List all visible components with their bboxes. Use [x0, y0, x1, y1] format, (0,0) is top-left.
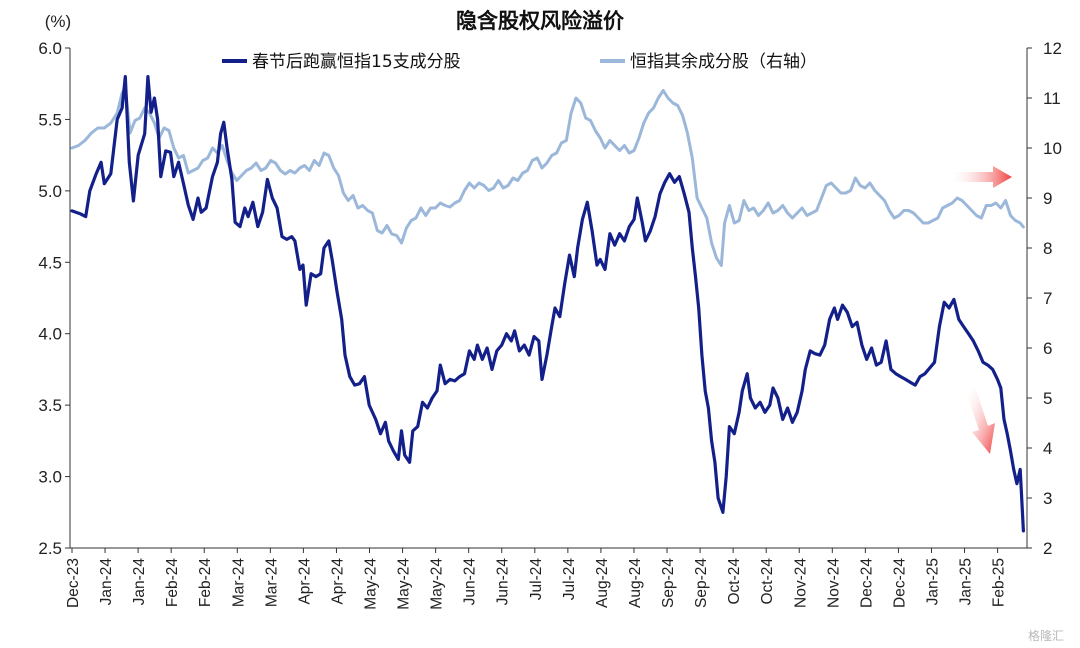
- down-arrow-annotation: [966, 387, 995, 454]
- right-tick-label: 8: [1043, 239, 1052, 258]
- x-tick-label: Nov-24: [825, 558, 842, 608]
- x-tick-label: Oct-24: [726, 558, 743, 605]
- left-tick-label: 4.5: [38, 253, 62, 272]
- chart-title: 隐含股权风险溢价: [456, 9, 625, 33]
- right-tick-label: 4: [1043, 439, 1052, 458]
- x-tick-label: Jan-25: [958, 558, 975, 605]
- x-tick-label: Apr-24: [296, 558, 313, 605]
- series-layer: [70, 75, 1025, 533]
- legend-label-series-2: 恒指其余成分股（右轴）: [630, 52, 817, 72]
- x-tick-label: Feb-24: [197, 558, 214, 607]
- x-tick-label: Aug-24: [627, 558, 644, 608]
- x-tick-label: Apr-24: [329, 558, 346, 605]
- x-tick-label: Dec-23: [65, 558, 82, 608]
- left-tick-label: 6.0: [38, 39, 62, 58]
- x-tick-label: Dec-24: [891, 558, 908, 608]
- x-tick-label: Aug-24: [594, 558, 611, 608]
- x-tick-label: Sep-24: [693, 558, 710, 608]
- left-tick-label: 3.5: [38, 396, 62, 415]
- x-tick-label: Jul-24: [561, 558, 578, 601]
- right-tick-label: 7: [1043, 289, 1052, 308]
- annotation-arrows: [948, 166, 1012, 454]
- right-tick-label: 5: [1043, 389, 1052, 408]
- right-tick-label: 6: [1043, 339, 1052, 358]
- x-tick-label: Oct-24: [759, 558, 776, 605]
- x-tick-label: Mar-24: [263, 558, 280, 607]
- x-tick-label: Jun-24: [462, 558, 479, 606]
- right-tick-label: 3: [1043, 489, 1052, 508]
- left-tick-label: 3.0: [38, 468, 62, 487]
- x-tick-label: Jan-24: [98, 558, 115, 606]
- legend-label-series-1: 春节后跑赢恒指15支成分股: [252, 52, 461, 72]
- x-tick-label: May-24: [429, 558, 446, 610]
- x-tick-label: May-24: [363, 558, 380, 610]
- x-tick-label: Jul-24: [528, 558, 545, 601]
- right-arrow-annotation: [948, 166, 1012, 188]
- series-line-1: [70, 75, 1025, 533]
- x-tick-label: Dec-24: [858, 558, 875, 608]
- x-tick-label: May-24: [396, 558, 413, 610]
- right-tick-label: 9: [1043, 189, 1052, 208]
- left-axis-ticks: 6.0 5.5 5.0 4.5 4.0 3.5 3.0 2.5: [38, 39, 70, 558]
- x-tick-label: Jan-25: [924, 558, 941, 605]
- right-tick-label: 11: [1043, 89, 1061, 108]
- legend: 春节后跑赢恒指15支成分股 恒指其余成分股（右轴）: [222, 52, 817, 72]
- right-axis-ticks: 12 11 10 9 8 7 6 5 4 3 2: [1027, 39, 1062, 558]
- right-tick-label: 12: [1043, 39, 1062, 58]
- left-tick-label: 2.5: [38, 539, 62, 558]
- x-tick-label: Feb-25: [991, 558, 1008, 607]
- x-tick-label: Mar-24: [230, 558, 247, 607]
- x-tick-label: Sep-24: [660, 558, 677, 608]
- x-tick-label: Jan-24: [131, 558, 148, 606]
- left-tick-label: 4.0: [38, 325, 62, 344]
- x-tick-label: Feb-24: [164, 558, 181, 607]
- x-axis-ticks: Dec-23 Jan-24 Jan-24 Feb-24 Feb-24 Mar-24 Mar-…: [65, 548, 1008, 610]
- right-tick-label: 10: [1043, 139, 1062, 158]
- right-tick-label: 2: [1043, 539, 1052, 558]
- left-tick-label: 5.0: [38, 182, 62, 201]
- watermark-text: 格隆汇: [1028, 628, 1064, 643]
- x-tick-label: Nov-24: [792, 558, 809, 608]
- axes: [69, 48, 1028, 549]
- left-tick-label: 5.5: [38, 110, 62, 129]
- x-tick-label: Jun-24: [495, 558, 512, 606]
- series-line-2: [70, 86, 1025, 267]
- y-axis-unit-label: (%): [45, 12, 71, 31]
